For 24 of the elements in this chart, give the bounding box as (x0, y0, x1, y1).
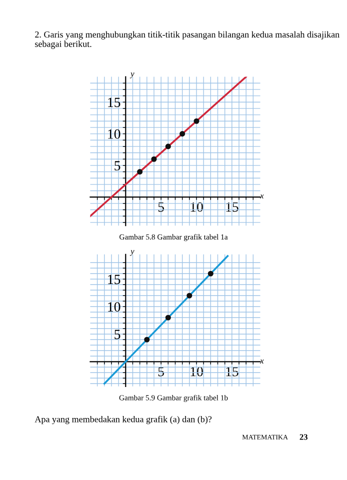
x-axis-title: x (260, 194, 264, 198)
point (151, 156, 157, 162)
point (137, 169, 143, 175)
y-axis-title: y (130, 72, 134, 78)
x-tick-label: 15 (226, 202, 238, 212)
y-tick-label: 15 (108, 98, 120, 108)
point (144, 336, 150, 342)
y-axis-title: y (130, 250, 134, 256)
y-tick-label: 10 (108, 302, 120, 312)
point (165, 144, 171, 150)
point (186, 292, 192, 298)
chart-title: 2. Garis yang menghubungkan titik-titik pasangan bilangan kedua masalah disajikan sebagai berikut. (35, 31, 340, 49)
x-axis-title: x (260, 360, 264, 364)
point (180, 131, 186, 137)
text: Apa yang membedakan kedua grafik (a) dan (b)? (34, 416, 212, 424)
point (194, 118, 200, 124)
y-tick-label: 5 (114, 161, 120, 170)
text: 23 (300, 434, 308, 440)
x-tick-label: 10 (190, 202, 203, 212)
y-tick-label: 15 (108, 274, 120, 284)
point (165, 314, 171, 320)
y-tick-label: 5 (114, 330, 120, 340)
point (208, 270, 214, 276)
y-tick-label: 10 (108, 129, 120, 139)
